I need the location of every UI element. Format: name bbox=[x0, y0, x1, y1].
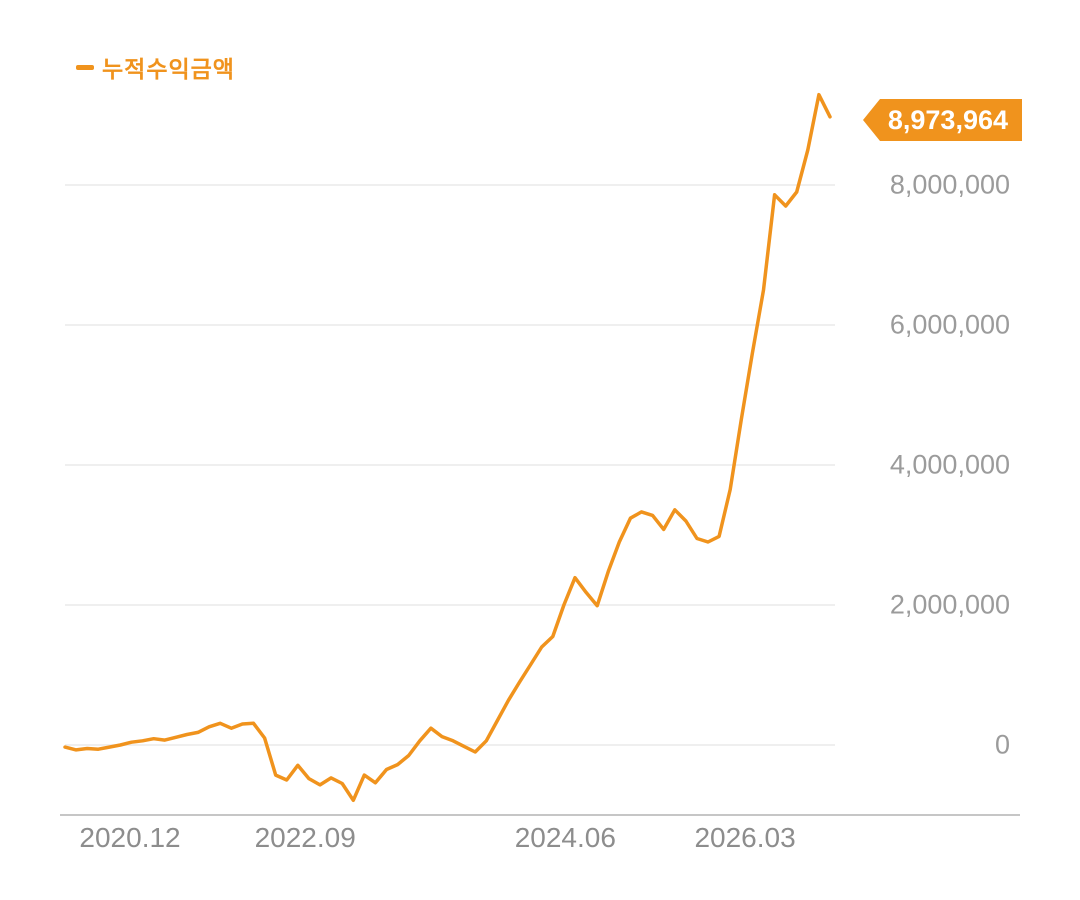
y-tick-label: 2,000,000 bbox=[889, 589, 1010, 620]
y-tick-label: 0 bbox=[994, 729, 1010, 760]
chart-legend: 누적수익금액 bbox=[76, 50, 235, 84]
series-line bbox=[63, 92, 832, 803]
legend-series-label: 누적수익금액 bbox=[102, 56, 235, 82]
legend-line-icon bbox=[76, 64, 94, 70]
x-tick-label: 2024.06 bbox=[514, 822, 616, 853]
x-tick-label: 2022.09 bbox=[254, 822, 356, 853]
current-value-badge: 8,973,964 bbox=[862, 99, 1022, 141]
y-tick-label: 8,000,000 bbox=[889, 169, 1010, 200]
y-tick-label: 6,000,000 bbox=[889, 309, 1010, 340]
y-tick-label: 4,000,000 bbox=[889, 449, 1010, 480]
x-tick-label: 2020.12 bbox=[79, 822, 181, 853]
x-tick-label: 2026.03 bbox=[694, 822, 796, 853]
